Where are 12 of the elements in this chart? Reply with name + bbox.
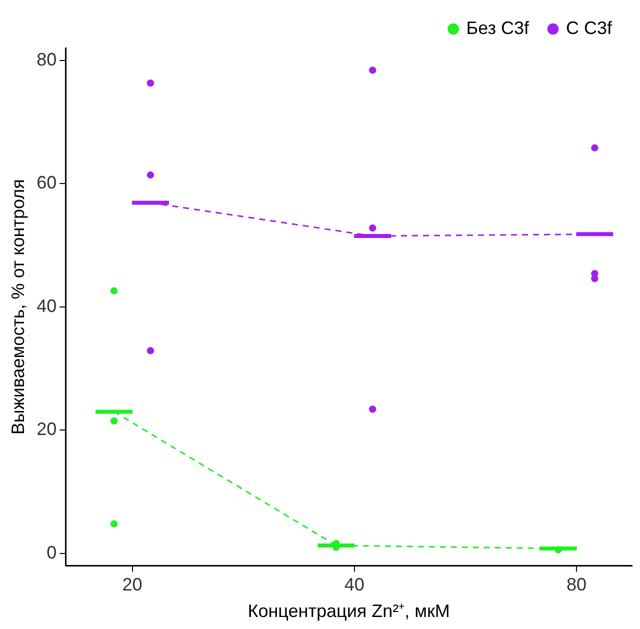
y-tick-label: 60 (36, 172, 57, 193)
x-axis-title: Концентрация Zn²⁺, мкМ (248, 601, 450, 622)
y-tick-label: 20 (36, 419, 57, 440)
y-tick-label: 80 (36, 49, 57, 70)
y-tick-label: 40 (36, 296, 57, 316)
legend-label: С C3f (566, 18, 613, 38)
y-tick-label: 0 (46, 542, 57, 562)
legend-label: Без C3f (466, 18, 530, 38)
x-tick-label: 20 (122, 574, 142, 595)
y-axis-title: Выживаемость, % от контроля (8, 179, 28, 435)
x-tick-label: 40 (344, 574, 364, 595)
x-tick-label: 80 (566, 574, 586, 595)
